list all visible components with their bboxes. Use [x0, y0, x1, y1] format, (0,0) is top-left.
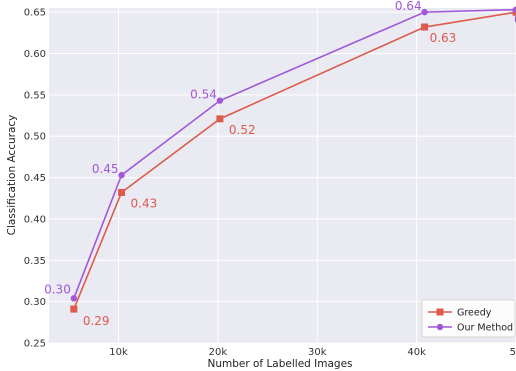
x-tick-label: 30k	[308, 347, 327, 358]
data-point-our-method	[421, 8, 428, 16]
y-tick-label: 0.60	[24, 49, 46, 60]
grid-lines	[49, 8, 516, 344]
data-label-greedy: 0.52	[229, 123, 256, 137]
y-tick-label: 0.65	[24, 8, 46, 19]
data-label-our-method: 0.54	[190, 88, 217, 102]
data-point-our-method	[512, 6, 516, 13]
data-point-our-method	[216, 97, 224, 104]
legend-marker-greedy	[436, 308, 444, 316]
data-label-our-method: 0.45	[92, 162, 119, 176]
x-tick-label: 40k	[407, 347, 426, 358]
x-tick-label: 50	[510, 347, 516, 358]
y-tick-label: 0.25	[24, 339, 46, 350]
data-point-greedy	[70, 305, 78, 313]
series-lines	[70, 6, 516, 313]
data-label-our-method: 0.64	[395, 0, 422, 13]
data-point-greedy	[118, 188, 126, 196]
data-labels: 0.29 0.43 0.52 0.63 0.30 0.45 0.54 0.64 0.65	[44, 0, 516, 328]
y-tick-label: 0.30	[24, 297, 46, 308]
data-point-our-method	[118, 171, 125, 179]
y-tick-label: 0.40	[24, 214, 46, 225]
data-label-our-method: 0.65	[514, 13, 516, 27]
x-tick-label: 10k	[109, 347, 128, 358]
data-point-greedy	[216, 115, 224, 123]
data-label-greedy: 0.43	[131, 196, 158, 210]
legend-label-greedy: Greedy	[457, 308, 492, 319]
plot-background	[49, 8, 516, 343]
y-tick-label: 0.35	[24, 256, 46, 267]
y-tick-label: 0.50	[24, 132, 46, 143]
x-tick-labels: 10k 20k 30k 40k 50	[109, 347, 516, 358]
data-label-our-method: 0.30	[44, 282, 71, 296]
y-tick-label: 0.55	[24, 90, 46, 101]
y-axis-title: Classification Accuracy	[6, 115, 18, 236]
y-tick-label: 0.45	[24, 173, 46, 184]
x-tick-label: 20k	[209, 347, 228, 358]
x-axis-title: Number of Labelled Images	[207, 358, 352, 370]
legend: Greedy Our Method	[421, 299, 516, 338]
legend-marker-our-method	[436, 323, 444, 331]
data-point-our-method	[70, 295, 78, 302]
legend-label-our-method: Our Method	[457, 323, 513, 334]
y-tick-labels: 0.25 0.30 0.35 0.40 0.45 0.50 0.55 0.60 0.65	[24, 8, 46, 350]
data-label-greedy: 0.63	[430, 31, 457, 45]
data-label-greedy: 0.29	[83, 314, 110, 328]
data-point-greedy	[421, 23, 429, 31]
